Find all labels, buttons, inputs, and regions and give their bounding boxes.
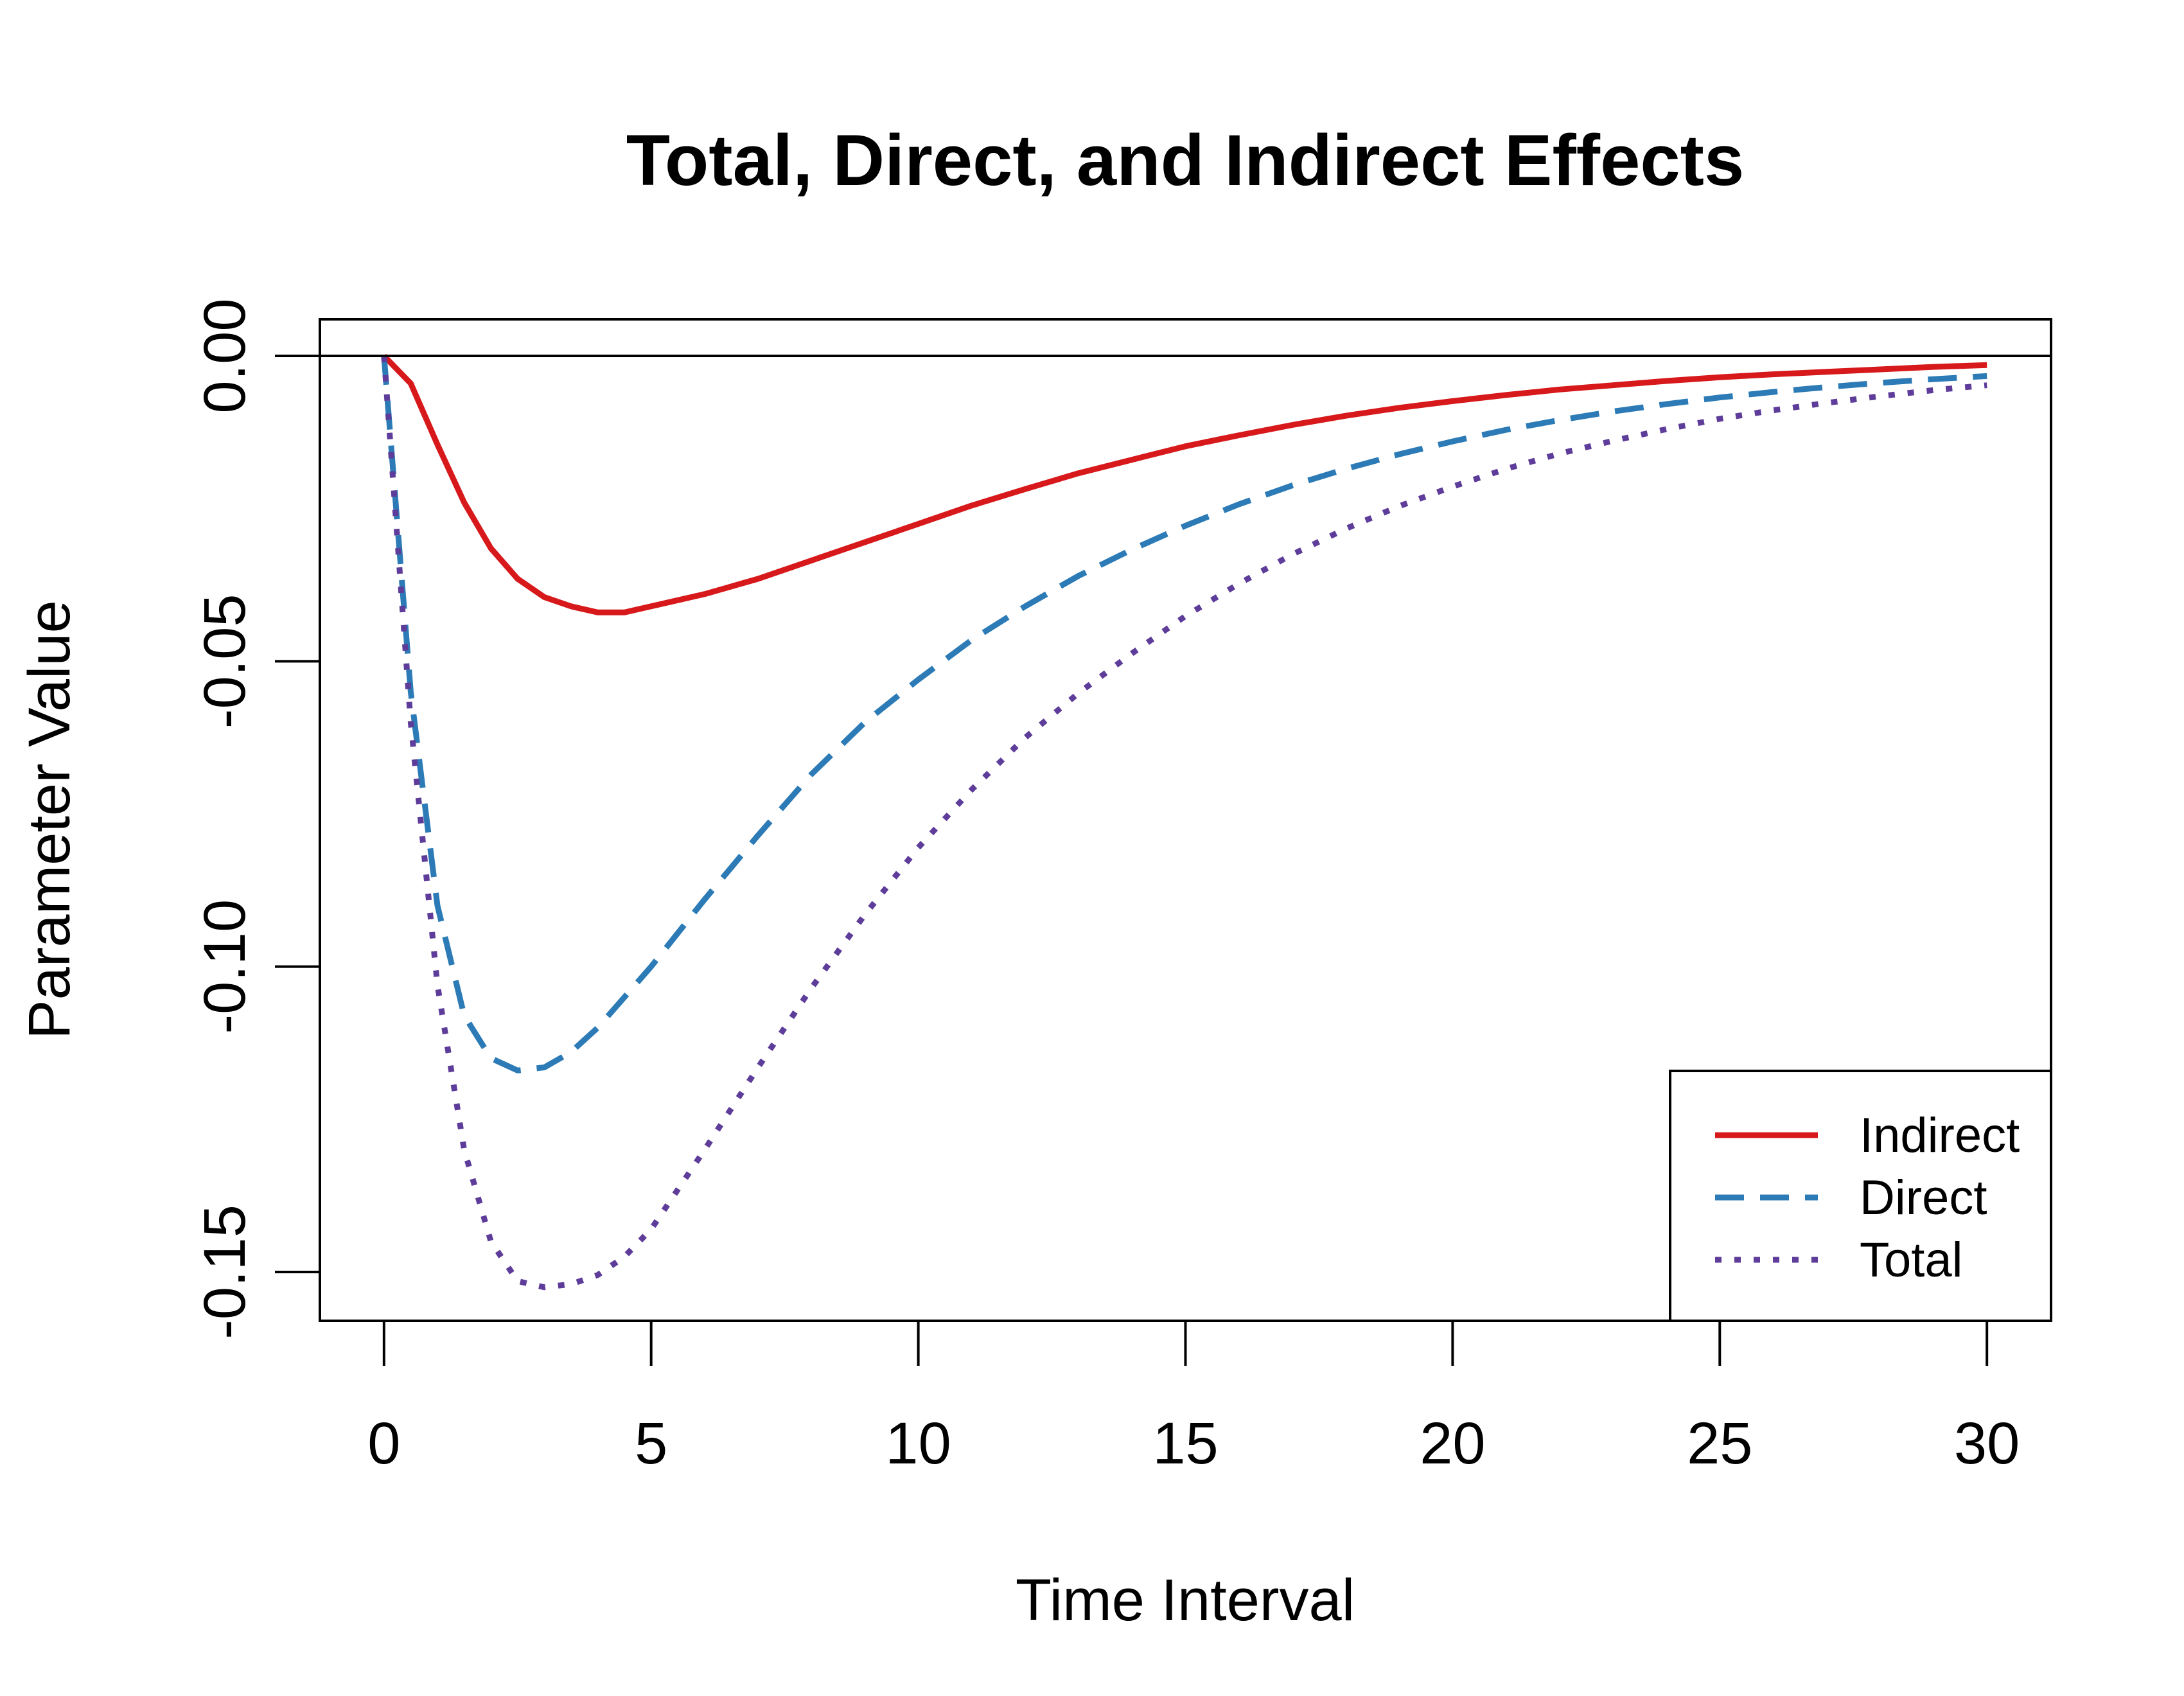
x-tick-label: 30: [1954, 1411, 2020, 1476]
x-tick-label: 0: [367, 1411, 400, 1476]
y-axis-label: Parameter Value: [17, 600, 82, 1039]
y-tick-label: -0.10: [192, 899, 258, 1034]
legend-label-indirect: Indirect: [1860, 1108, 2020, 1163]
x-axis-label: Time Interval: [1016, 1568, 1355, 1633]
x-tick-label: 5: [635, 1411, 667, 1476]
x-tick-label: 25: [1687, 1411, 1752, 1476]
legend-items: Indirect Direct Total: [1715, 1108, 2020, 1287]
x-tick-label: 10: [885, 1411, 951, 1476]
series-line-indirect: [382, 353, 1987, 615]
chart-title: Total, Direct, and Indirect Effects: [626, 120, 1744, 200]
y-tick-label: 0.00: [192, 299, 258, 414]
x-tick-label: 20: [1420, 1411, 1485, 1476]
legend-label-direct: Direct: [1860, 1170, 1987, 1225]
series-line-direct: [381, 355, 1987, 1073]
series-line-total: [381, 355, 1987, 1291]
x-axis: 0 5 10 15 20 25 30: [367, 1320, 2020, 1476]
y-tick-label: -0.15: [192, 1205, 258, 1339]
legend: Indirect Direct Total: [1669, 1070, 2052, 1322]
x-tick-label: 15: [1152, 1411, 1218, 1476]
series-layer: [381, 353, 1987, 1291]
y-axis: -0.15 -0.10 -0.05 0.00: [192, 299, 321, 1339]
legend-label-total: Total: [1860, 1233, 1963, 1287]
y-tick-label: -0.05: [192, 594, 258, 729]
